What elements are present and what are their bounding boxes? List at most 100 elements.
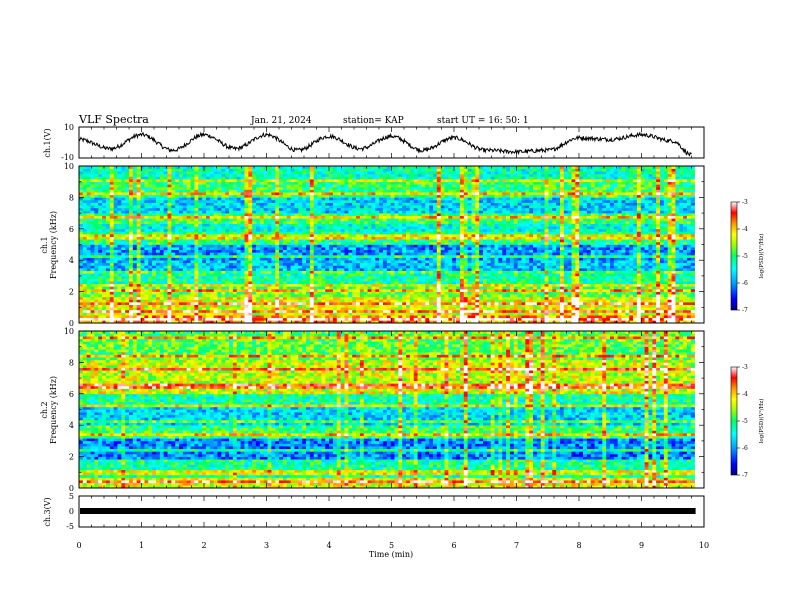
spectrogram-cell — [352, 297, 356, 300]
spectrogram-cell — [348, 315, 352, 318]
spectrogram-cell — [560, 307, 564, 310]
spectrogram-cell — [141, 315, 145, 318]
spectrogram-cell — [102, 307, 106, 310]
spectrogram-cell — [595, 289, 599, 292]
spectrogram-cell — [91, 315, 95, 318]
spectrogram-cell — [391, 299, 395, 302]
spectrogram-cell — [668, 297, 672, 300]
spectrogram-cell — [210, 294, 214, 297]
spectrogram-cell — [298, 292, 302, 295]
spectrogram-cell — [321, 315, 325, 318]
spectrogram-cell — [379, 299, 383, 302]
spectrogram-cell — [633, 315, 637, 318]
spectrogram-cell — [648, 297, 652, 300]
spectrogram-cell — [125, 310, 129, 313]
spectrogram-cell — [241, 318, 245, 321]
spectrogram-cell — [187, 284, 191, 287]
spectrogram-cell — [398, 297, 402, 300]
spectrogram-cell — [294, 292, 298, 295]
spectrogram-cell — [498, 299, 502, 302]
spectrogram-cell — [268, 286, 272, 289]
spectrogram-cell — [183, 297, 187, 300]
spectrogram-cell — [310, 286, 314, 289]
spectrogram-cell — [102, 315, 106, 318]
spectrogram-cell — [287, 315, 291, 318]
spectrogram-cell — [102, 302, 106, 305]
spectrogram-cell — [602, 302, 606, 305]
spectrogram-cell — [106, 315, 110, 318]
spectrogram-cell — [98, 292, 102, 295]
spectrogram-cell — [633, 318, 637, 321]
spectrogram-cell — [572, 299, 576, 302]
spectrogram-cell — [198, 299, 202, 302]
spectrogram-cell — [352, 302, 356, 305]
spectrogram-cell — [479, 313, 483, 316]
spectrogram-cell — [618, 294, 622, 297]
spectrogram-cell — [456, 318, 460, 321]
spectrogram-cell — [283, 318, 287, 321]
spectrogram-cell — [87, 310, 91, 313]
spectrogram-cell — [94, 310, 98, 313]
spectrogram-cell — [79, 299, 83, 302]
spectrogram-cell — [637, 315, 641, 318]
spectrogram-cell — [533, 302, 537, 305]
spectrogram-cell — [83, 315, 87, 318]
spectrogram-cell — [175, 284, 179, 287]
spectrogram-cell — [664, 313, 668, 316]
spectrogram-cell — [379, 302, 383, 305]
spectrogram-cell — [229, 302, 233, 305]
spectrogram-cell — [221, 313, 225, 316]
spectrogram-cell — [94, 286, 98, 289]
spectrogram-cell — [114, 286, 118, 289]
spectrogram-cell — [437, 289, 441, 292]
spectrogram-cell — [241, 294, 245, 297]
spectrogram-cell — [179, 284, 183, 287]
spectrogram-cell — [129, 299, 133, 302]
spectrogram-cell — [533, 299, 537, 302]
spectrogram-cell — [287, 289, 291, 292]
spectrogram-cell — [352, 292, 356, 295]
spectrogram-cell — [471, 307, 475, 310]
spectrogram-cell — [129, 294, 133, 297]
spectrogram-cell — [318, 307, 322, 310]
spectrogram-cell — [237, 286, 241, 289]
spectrogram-cell — [121, 318, 125, 321]
spectrogram-cell — [471, 305, 475, 308]
spectrogram-cell — [398, 315, 402, 318]
spectrogram-cell — [356, 297, 360, 300]
spectrogram-cell — [687, 286, 691, 289]
spectrogram-cell — [144, 310, 148, 313]
spectrogram-cell — [121, 305, 125, 308]
spectrogram-cell — [591, 289, 595, 292]
spectrogram-cell — [318, 292, 322, 295]
spectrogram-cell — [179, 310, 183, 313]
spectrogram-cell — [664, 307, 668, 310]
spectrogram-cell — [283, 299, 287, 302]
spectrogram-cell — [564, 289, 568, 292]
spectrogram-cell — [464, 305, 468, 308]
spectrogram-cell — [406, 289, 410, 292]
spectrogram-cell — [106, 299, 110, 302]
spectrogram-cell — [537, 297, 541, 300]
spectrogram-cell — [637, 289, 641, 292]
spectrogram-cell — [483, 294, 487, 297]
spectrogram-cell — [179, 292, 183, 295]
spectrogram-cell — [545, 315, 549, 318]
spectrogram-cell — [591, 315, 595, 318]
spectrogram-cell — [321, 318, 325, 321]
spectrogram-cell — [110, 305, 114, 308]
spectrogram-cell — [341, 305, 345, 308]
spectrogram-cell — [683, 315, 687, 318]
spectrogram-cell — [656, 302, 660, 305]
spectrogram-cell — [179, 313, 183, 316]
spectrogram-cell — [294, 297, 298, 300]
spectrogram-cell — [506, 292, 510, 295]
spectrogram-cell — [152, 299, 156, 302]
spectrogram-cell — [337, 289, 341, 292]
spectrogram-cell — [341, 297, 345, 300]
spectrogram-cell — [395, 302, 399, 305]
spectrogram-cell — [329, 297, 333, 300]
spectrogram-cell — [625, 294, 629, 297]
spectrogram-cell — [645, 313, 649, 316]
spectrogram-cell — [683, 302, 687, 305]
